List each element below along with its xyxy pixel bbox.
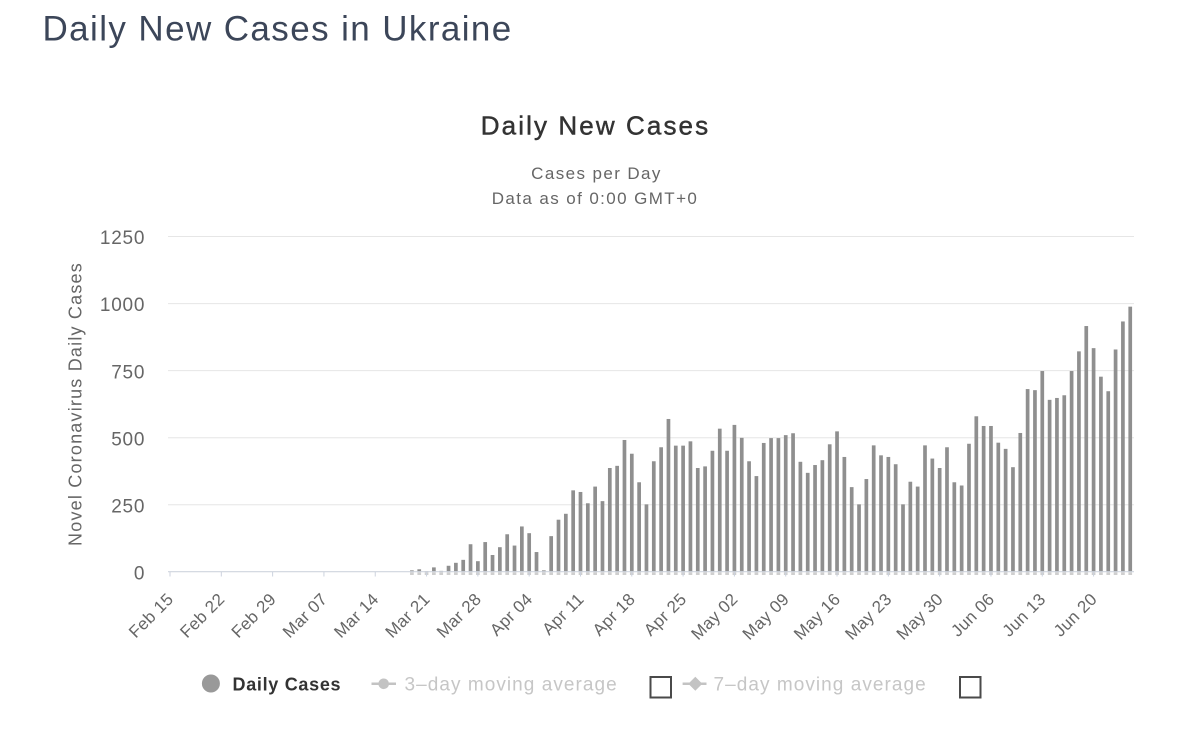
svg-text:Data as of 0:00 GMT+0: Data as of 0:00 GMT+0 (492, 189, 699, 208)
svg-text:3–day moving average: 3–day moving average (405, 675, 618, 696)
svg-text:1250: 1250 (100, 228, 145, 249)
svg-text:Daily Cases: Daily Cases (233, 675, 342, 695)
svg-text:Cases per Day: Cases per Day (531, 164, 662, 183)
svg-text:Novel Coronavirus Daily Cases: Novel Coronavirus Daily Cases (66, 262, 86, 546)
svg-text:1000: 1000 (100, 295, 145, 316)
svg-text:Daily New Cases in Ukraine: Daily New Cases in Ukraine (43, 10, 513, 49)
svg-text:750: 750 (111, 362, 145, 383)
svg-text:0: 0 (134, 563, 145, 584)
svg-text:250: 250 (111, 496, 145, 517)
svg-text:500: 500 (111, 429, 145, 450)
svg-text:Daily New Cases: Daily New Cases (481, 111, 710, 141)
svg-text:7–day moving average: 7–day moving average (714, 675, 927, 696)
